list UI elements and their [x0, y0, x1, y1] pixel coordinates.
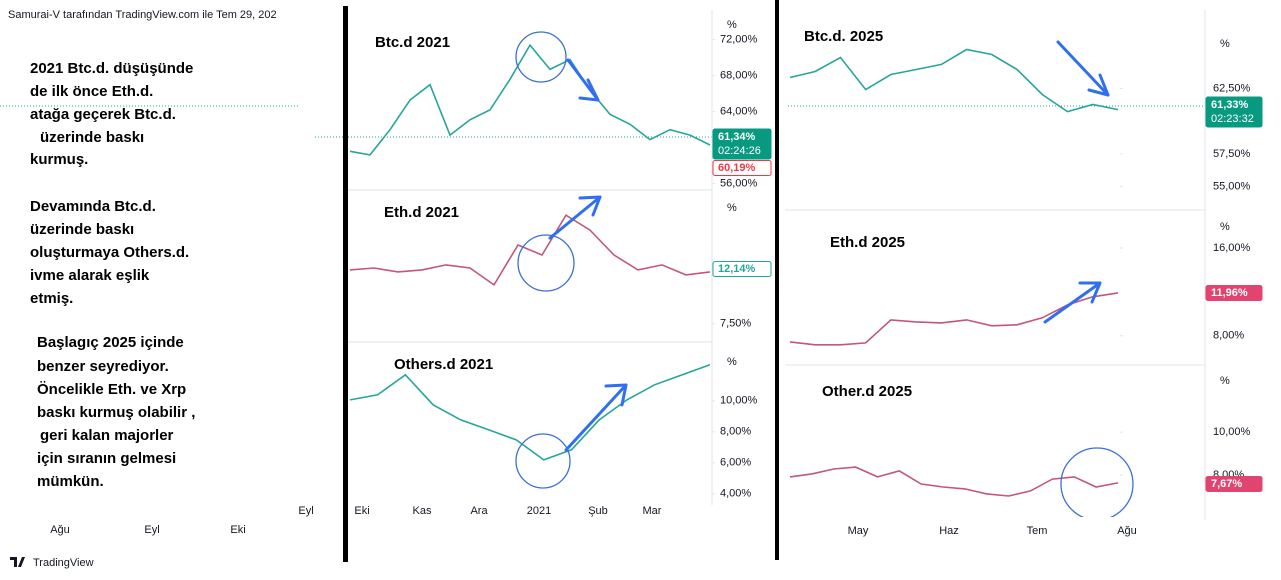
arrow [548, 195, 602, 240]
price-line [789, 48, 1119, 113]
badge-timer: 02:24:26 [718, 145, 761, 157]
x-tick-label: Tem [1027, 525, 1048, 537]
y-tick-label: 4,00% [720, 488, 751, 500]
unit-label: % [727, 202, 737, 214]
y-tick-label: 62,50% [1213, 82, 1251, 94]
x-tick-label: Ağu [1117, 525, 1137, 537]
price-line [349, 214, 711, 287]
x-tick-label: Mar [643, 505, 662, 517]
y-tick-label: 64,00% [720, 106, 758, 118]
unit-label: % [727, 356, 737, 368]
y-tick-label: 7,50% [720, 318, 751, 330]
x-tick-label: Şub [588, 505, 608, 517]
x-tick-label: Ara [470, 505, 488, 517]
badge-label: 61,33% [1211, 99, 1249, 111]
badge-label: 61,34% [718, 131, 756, 143]
header: Samurai-V tarafından TradingView.com ile… [8, 9, 277, 21]
price-badge [1205, 285, 1263, 301]
note-line: benzer seyrediyor. [37, 358, 169, 375]
arrow [566, 58, 600, 102]
circle [1060, 447, 1134, 517]
panel-title: Others.d 2021 [394, 356, 493, 373]
note-line: Başlagıç 2025 içinde [37, 334, 184, 351]
x-tick-label: Eki [230, 524, 245, 536]
note-line: üzerinde baskı [40, 129, 144, 146]
x-tick-label: Ağu [50, 524, 70, 536]
footer: TradingView [33, 557, 94, 569]
unit-label: % [1220, 375, 1230, 387]
unit-label: % [1220, 221, 1230, 233]
y-tick-label: 72,00% [720, 34, 758, 46]
badge-label: 11,96% [1211, 287, 1248, 299]
price-badge [1205, 476, 1263, 492]
unit-label: % [1220, 38, 1230, 50]
x-tick-label: Haz [939, 525, 959, 537]
circle [515, 433, 571, 489]
note-line: atağa geçerek Btc.d. [30, 106, 176, 123]
badge-label: 7,67% [1211, 478, 1242, 490]
note-line: mümkün. [37, 473, 104, 490]
note-line: kurmuş. [30, 151, 88, 168]
y-tick-label: 8,00% [720, 426, 751, 438]
panel-title: Btc.d 2021 [375, 34, 450, 51]
price-badge [712, 128, 772, 160]
arrows [548, 40, 1110, 452]
x-tick-label: Eyl [144, 524, 159, 536]
note-line: geri kalan majorler [40, 427, 174, 444]
badge-label: 60,19% [718, 162, 756, 174]
x-tick-label: Eyl [298, 505, 313, 517]
x-tick-label: Eki [354, 505, 369, 517]
panel-title: Btc.d. 2025 [804, 28, 883, 45]
y-tick-label: 16,00% [1213, 242, 1251, 254]
price-line [789, 292, 1119, 346]
circle [515, 31, 567, 83]
arrow [1056, 40, 1110, 97]
note-line: 2021 Btc.d. düşüşünde [30, 60, 193, 77]
note-line: Devamında Btc.d. [30, 198, 156, 215]
panel-title: Eth.d 2025 [830, 234, 905, 251]
y-tick-label: 56,00% [720, 178, 758, 190]
y-tick-label: 8,00% [1213, 330, 1244, 342]
note-line: baskı kurmuş olabilir , [37, 404, 195, 421]
divider [343, 6, 348, 562]
y-tick-label: 57,50% [1213, 148, 1251, 160]
y-tick-label: 6,00% [720, 457, 751, 469]
note-line: Öncelikle Eth. ve Xrp [37, 381, 186, 398]
price-badge [1205, 96, 1263, 128]
divider [775, 0, 779, 560]
x-tick-label: May [848, 525, 869, 537]
note-line: de ilk önce Eth.d. [30, 83, 153, 100]
badge-timer: 02:23:32 [1211, 113, 1254, 125]
unit-label: % [727, 19, 737, 31]
note-line: üzerinde baskı [30, 221, 134, 238]
note-line: etmiş. [30, 290, 73, 307]
y-tick-label: 10,00% [720, 395, 758, 407]
annotations [515, 31, 1134, 517]
y-tick-label: 55,00% [1213, 181, 1251, 193]
logo [10, 557, 25, 567]
x-tick-label: Kas [413, 505, 432, 517]
note-line: için sıranın gelmesi [37, 450, 176, 467]
y-tick-label: 68,00% [720, 70, 758, 82]
price-line [349, 43, 711, 156]
badge-label: 12,14% [718, 263, 756, 275]
panel-title: Other.d 2025 [822, 383, 912, 400]
price-line [349, 364, 711, 461]
price-line [789, 466, 1119, 497]
price-badge [712, 160, 772, 176]
circle [517, 234, 575, 292]
price-badge [712, 261, 772, 277]
x-tick-label: 2021 [527, 505, 551, 517]
arrow [564, 383, 628, 452]
arrow [1043, 281, 1102, 324]
y-tick-label: 10,00% [1213, 426, 1251, 438]
panel-title: Eth.d 2021 [384, 204, 459, 221]
note-line: ivme alarak eşlik [30, 267, 150, 284]
note-line: oluşturmaya Others.d. [30, 244, 189, 261]
